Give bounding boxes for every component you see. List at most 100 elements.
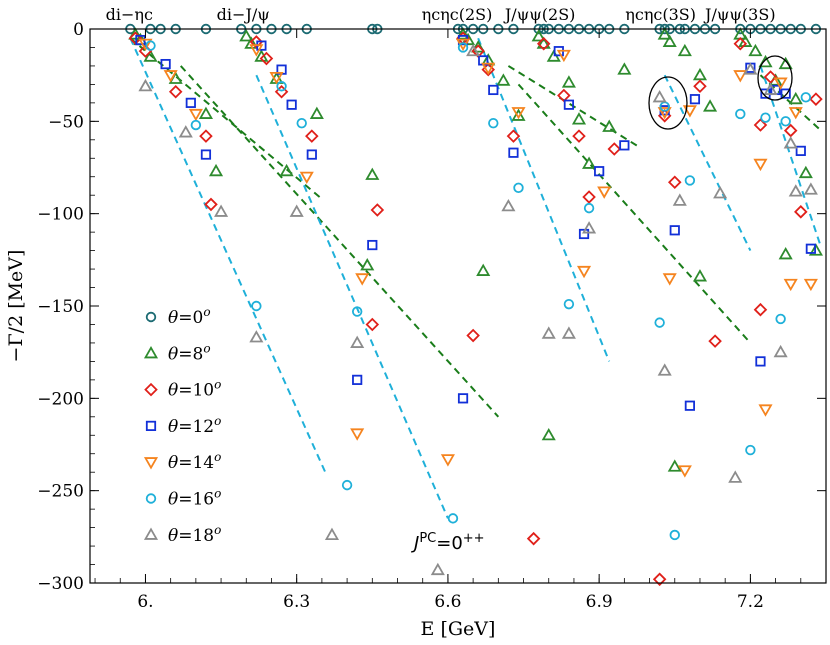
data-point: [805, 243, 816, 254]
data-point: [251, 300, 262, 312]
data-point: [735, 108, 746, 120]
legend-marker: [145, 420, 157, 432]
data-point: [693, 79, 707, 94]
data-point: [672, 193, 687, 206]
data-point: [556, 49, 571, 63]
data-point: [511, 107, 526, 120]
y-tick-label: −250: [37, 482, 84, 502]
data-point: [208, 163, 224, 177]
data-point: [607, 142, 622, 156]
data-point: [541, 326, 556, 339]
data-point: [619, 140, 630, 151]
data-point: [276, 81, 287, 92]
series-4: [138, 38, 818, 478]
y-tick-label: −50: [48, 112, 84, 132]
data-point: [803, 278, 818, 292]
data-point: [145, 40, 156, 51]
data-point: [214, 204, 229, 217]
data-point: [279, 163, 294, 177]
y-tick-label: −100: [37, 205, 84, 225]
data-point: [138, 38, 153, 52]
data-point: [370, 203, 385, 217]
series-5: [145, 40, 812, 541]
data-point: [803, 182, 818, 195]
fit-line-0: [129, 37, 323, 200]
data-point: [496, 73, 511, 86]
data-point: [350, 335, 365, 348]
data-point: [365, 167, 380, 180]
data-point: [684, 400, 695, 411]
x-tick-label: 6.: [137, 592, 153, 612]
series-3: [135, 34, 816, 411]
data-point: [743, 62, 758, 75]
fit-line-1: [179, 65, 500, 418]
highlight-ellipses: [648, 55, 793, 130]
legend-label: θ=8o: [168, 341, 211, 364]
data-point: [602, 119, 617, 132]
x-tick-label: 6.6: [434, 592, 461, 612]
threshold-label: ηcηc(2S): [422, 5, 493, 24]
data-point: [773, 344, 788, 358]
legend-label: θ=10o: [168, 378, 221, 401]
series-6: [138, 43, 818, 576]
data-point: [682, 105, 697, 118]
data-point: [178, 125, 193, 138]
data-point: [466, 43, 481, 57]
data-point: [657, 107, 672, 120]
data-point: [594, 166, 605, 177]
data-point: [138, 78, 153, 92]
data-point: [488, 117, 499, 129]
legend-item: θ=12o: [145, 414, 221, 437]
data-point: [249, 330, 264, 343]
threshold-label: di−J/ψ: [217, 5, 270, 24]
data-point: [788, 184, 803, 197]
data-point: [309, 106, 324, 119]
legend-label: θ=0o: [168, 305, 211, 328]
data-point: [798, 165, 813, 179]
data-point: [788, 107, 803, 120]
data-point: [755, 356, 766, 367]
data-point: [597, 186, 612, 199]
data-point: [168, 85, 183, 99]
legend-label: θ=12o: [168, 414, 221, 437]
data-point: [355, 273, 370, 286]
data-point: [745, 444, 756, 456]
data-point: [760, 112, 771, 123]
data-point: [476, 263, 491, 276]
legend-marker: [143, 527, 159, 540]
data-point: [351, 306, 363, 317]
data-point: [447, 513, 459, 524]
data-point: [508, 147, 519, 158]
data-point: [758, 54, 773, 68]
legend-item: θ=16o: [145, 487, 221, 510]
data-point: [536, 37, 551, 51]
data-point: [501, 198, 516, 212]
legend-marker: [145, 311, 157, 323]
data-point: [809, 92, 823, 106]
data-point: [783, 123, 798, 138]
y-axis: 0 −50 −100 −150 −200 −250 −300: [37, 20, 826, 594]
data-point: [457, 393, 469, 404]
legend-label: θ=14o: [168, 450, 221, 473]
threshold-labels: di−ηc di−J/ψ ηcηc(2S) J/ψψ(2S) ηcηc(3S) J/ψψ(…: [106, 5, 776, 24]
series-2: [128, 31, 823, 587]
data-point: [571, 112, 587, 125]
data-point: [578, 228, 590, 240]
data-point: [506, 129, 521, 143]
data-point: [296, 117, 307, 129]
data-point: [748, 43, 763, 57]
legend-label: θ=16o: [168, 487, 221, 510]
data-point: [780, 88, 791, 99]
x-axis: 6. 6.3 6.6 6.9 7.2: [94, 29, 827, 612]
data-point: [689, 94, 701, 105]
data-point: [471, 40, 486, 53]
data-point: [440, 454, 455, 467]
data-point: [657, 363, 672, 376]
x-tick-label: 6.3: [283, 592, 310, 612]
legend-item: θ=0o: [145, 305, 211, 328]
data-point: [455, 27, 471, 40]
data-point: [794, 205, 808, 219]
data-point: [160, 58, 171, 70]
series-1: [128, 27, 823, 472]
data-point: [582, 221, 597, 234]
